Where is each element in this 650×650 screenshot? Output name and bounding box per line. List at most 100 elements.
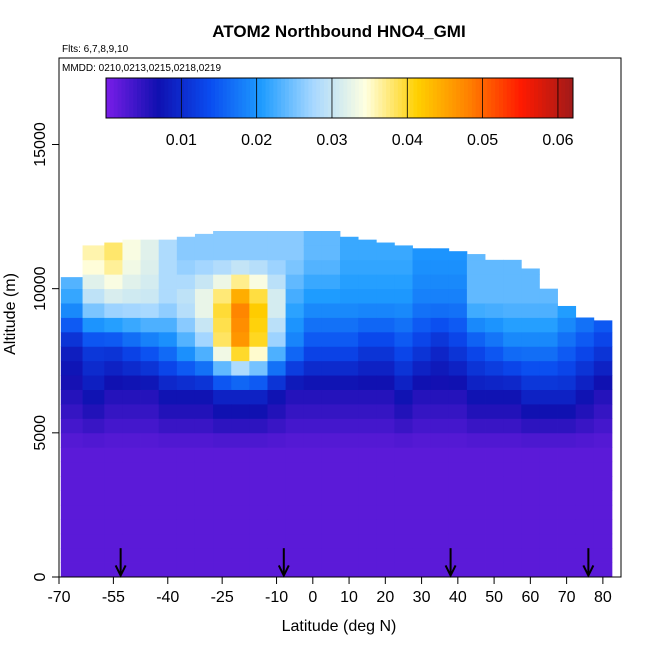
colorbar-frame <box>105 77 574 119</box>
heatmap-cell <box>231 562 250 578</box>
heatmap-cell <box>321 562 341 578</box>
heatmap-cell <box>194 548 214 563</box>
heatmap-cell <box>122 447 141 463</box>
heatmap-cell <box>267 346 287 362</box>
heatmap-cell <box>267 504 287 520</box>
colorbar-segment <box>191 78 197 118</box>
heatmap-cell <box>539 303 558 318</box>
heatmap-cell <box>557 490 577 506</box>
colorbar-segment <box>109 78 115 118</box>
heatmap-cell <box>303 476 323 491</box>
heatmap-cell <box>231 476 250 491</box>
heatmap-cell <box>412 346 432 362</box>
heatmap-cell <box>176 404 196 419</box>
heatmap-cell <box>285 317 305 333</box>
heatmap-cell <box>140 331 160 347</box>
colorbar-segment <box>242 78 247 118</box>
marker-arrow <box>444 548 457 578</box>
heatmap-cell <box>575 476 595 491</box>
heatmap-cell <box>539 331 558 347</box>
heatmap-cell <box>539 346 558 362</box>
heatmap-cell <box>267 476 287 491</box>
heatmap-cell <box>358 533 377 549</box>
heatmap-cell <box>321 461 341 477</box>
heatmap-cell <box>249 259 268 275</box>
heatmap-cell <box>267 331 287 347</box>
heatmap-cell <box>340 533 359 549</box>
y-tick-label: 10000 <box>32 266 49 311</box>
heatmap-cell <box>485 418 504 434</box>
colorbar-segment <box>187 78 193 118</box>
heatmap-cell <box>140 519 160 535</box>
heatmap-cell <box>140 360 160 376</box>
colorbar-segment <box>261 78 267 118</box>
heatmap-cell <box>430 288 450 304</box>
heatmap-cell <box>394 447 413 463</box>
heatmap-cell <box>412 533 432 549</box>
heatmap-cell <box>249 346 268 362</box>
colorbar-segment <box>199 78 204 118</box>
heatmap-cell <box>140 490 160 506</box>
heatmap-cell <box>321 490 341 506</box>
y-tick-label: 5000 <box>32 415 49 451</box>
heatmap-cell <box>140 317 160 333</box>
colorbar-segment <box>405 78 411 118</box>
y-tick-label: 0 <box>32 572 49 581</box>
heatmap-cell <box>176 360 196 376</box>
heatmap-cell <box>376 533 395 549</box>
heatmap-cell <box>394 317 413 333</box>
heatmap-cell <box>267 231 287 246</box>
colorbar-segment <box>444 78 449 118</box>
heatmap-cell <box>466 254 486 261</box>
heatmap-cell <box>394 490 413 506</box>
colorbar-segment <box>331 78 337 118</box>
heatmap-cell <box>485 562 504 578</box>
heatmap-cell <box>194 476 214 491</box>
heatmap-cell <box>321 303 341 318</box>
heatmap-cell <box>376 519 395 535</box>
heatmap-cell <box>321 533 341 549</box>
heatmap-cell <box>285 245 305 261</box>
heatmap-cell <box>340 519 359 535</box>
heatmap-cell <box>430 389 450 405</box>
heatmap-cell <box>340 447 359 463</box>
heatmap-cell <box>557 548 577 563</box>
heatmap-cell <box>321 288 341 304</box>
heatmap-cell <box>466 447 486 463</box>
colorbar-segment <box>129 78 134 118</box>
heatmap-cell <box>82 418 105 434</box>
heatmap-cell <box>158 432 178 448</box>
heatmap-cell <box>176 331 196 347</box>
heatmap-cell <box>231 317 250 333</box>
heatmap-cell <box>176 461 196 477</box>
heatmap-cell <box>412 331 432 347</box>
colorbar-segment <box>530 78 535 118</box>
heatmap-cell <box>122 274 141 290</box>
heatmap-cell <box>376 346 395 362</box>
colorbar-segment <box>203 78 208 118</box>
heatmap-cell <box>430 461 450 477</box>
heatmap-cell <box>466 504 486 520</box>
heatmap-cell <box>82 490 105 506</box>
heatmap-cell <box>358 375 377 390</box>
heatmap-cell <box>158 375 178 390</box>
colorbar-segment <box>168 78 173 118</box>
colorbar-segment <box>514 78 520 118</box>
heatmap-cell <box>122 375 141 390</box>
heatmap-cell <box>593 331 613 347</box>
colorbar-segment <box>172 78 177 118</box>
heatmap-cell <box>503 533 522 549</box>
heatmap-cell <box>358 519 377 535</box>
heatmap-cell <box>448 259 468 275</box>
colorbar-segment <box>487 78 492 118</box>
heatmap-cell <box>430 303 450 318</box>
heatmap-cell <box>249 404 268 419</box>
heatmap-cell <box>521 346 540 362</box>
heatmap-cell <box>521 375 540 390</box>
heatmap-cell <box>267 317 287 333</box>
heatmap-cell <box>104 360 123 376</box>
colorbar-segment <box>125 78 130 118</box>
heatmap-cell <box>321 245 341 261</box>
colorbar-segment <box>148 78 154 118</box>
heatmap-cell <box>430 490 450 506</box>
